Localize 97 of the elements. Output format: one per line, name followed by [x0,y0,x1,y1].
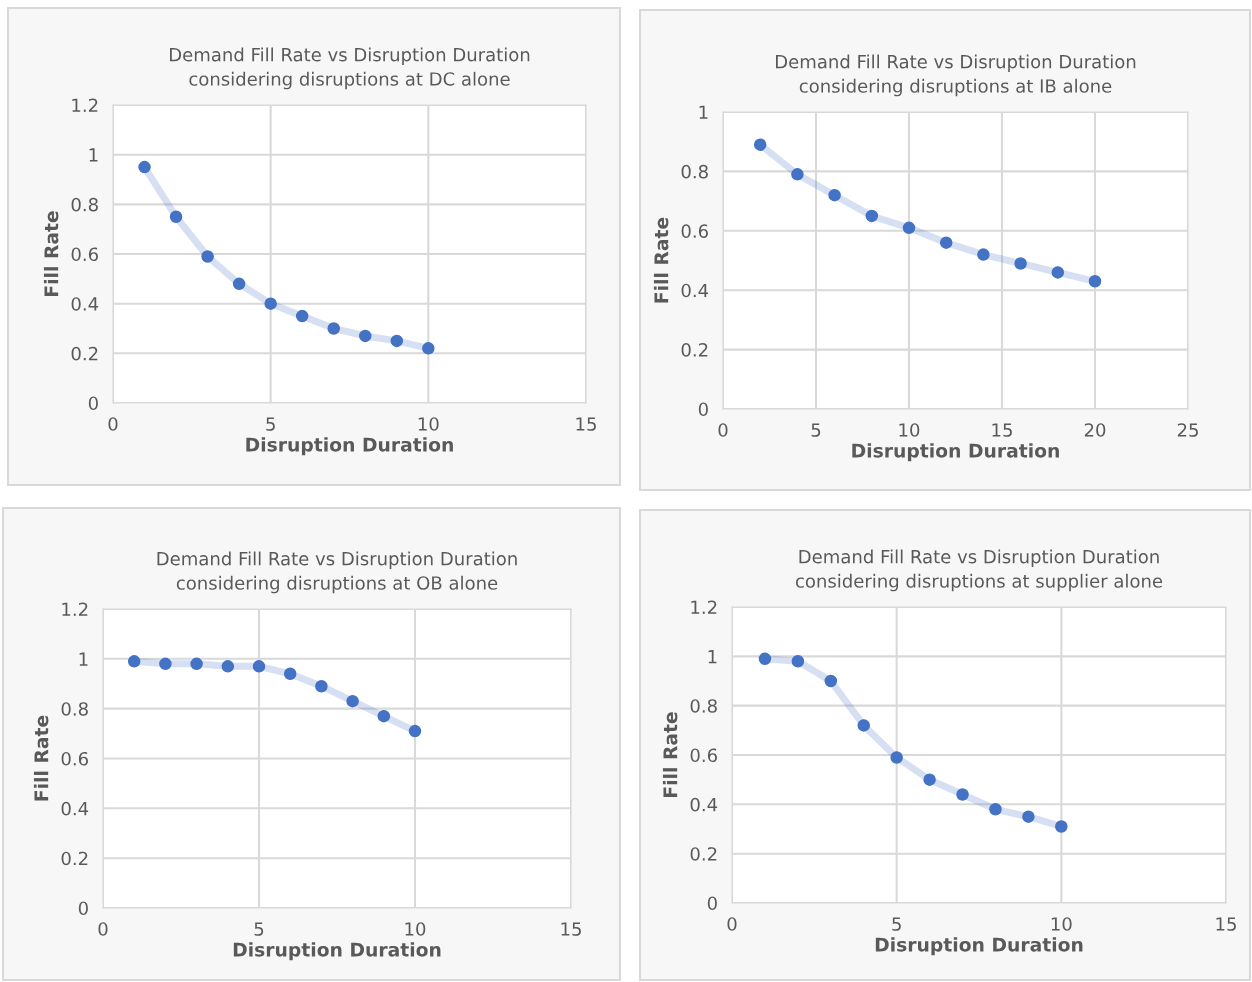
y-tick-label: 0 [707,896,717,911]
x-tick-label: 15 [576,417,596,431]
chart-title: Demand Fill Rate vs Disruption Duration considering disruptions at DC alone [170,47,530,90]
point [264,297,277,310]
x-tick-label: 0 [727,917,737,931]
x-tick-label: 15 [992,423,1012,437]
y-tick-label: 0.6 [690,748,717,763]
x-axis-title: Disruption Duration [246,437,453,456]
y-axis-title: Fill Rate [653,217,669,303]
y-tick-label: 0.6 [61,751,88,766]
y-tick-label: 1.2 [72,98,98,112]
y-tick-label: 0.2 [61,851,88,866]
y-axis-title: Fill Rate [662,712,678,797]
y-tick-label: 0.8 [71,197,98,212]
point [169,210,183,224]
point [346,694,359,708]
y-tick-label: 0.2 [690,847,717,861]
y-tick-label: 1 [708,650,717,664]
y-axis-title: Fill Rate [33,715,49,801]
point [422,342,435,355]
point [824,674,838,688]
y-axis-title: Fill Rate [43,211,59,296]
point [359,329,372,343]
x-tick-label: 20 [1084,423,1106,437]
y-tick-label: 0.4 [61,801,89,816]
point [327,322,340,335]
y-tick-label: 1.2 [691,600,717,614]
x-tick-label: 15 [1216,917,1236,931]
point [408,724,422,738]
x-tick-label: 10 [1051,917,1072,931]
y-tick-label: 0.6 [681,224,708,238]
x-tick-label: 5 [811,423,821,437]
y-tick-label: 1.2 [62,602,88,616]
chart-title: Demand Fill Rate vs Disruption Duration considering disruptions at supplier alone [795,549,1163,592]
point [138,160,151,174]
y-tick-label: 0.4 [681,283,709,298]
y-tick-label: 0.4 [690,797,718,812]
y-tick-label: 0.8 [61,702,88,716]
x-tick-label: 5 [892,917,901,931]
point [1051,266,1065,279]
point [377,709,391,723]
x-tick-label: 15 [561,922,581,936]
point [252,660,266,673]
point [989,803,1002,816]
point [791,655,805,668]
point [1022,810,1035,823]
y-tick-label: 0.8 [681,164,708,179]
point [977,248,990,261]
x-tick-label: 5 [266,417,275,431]
y-tick-label: 1 [699,105,708,119]
point [232,277,246,291]
point [865,209,879,223]
y-tick-label: 0.2 [71,346,98,361]
y-tick-label: 1 [79,652,88,666]
point [159,657,172,671]
x-tick-label: 10 [899,423,920,437]
point [283,667,297,681]
point [828,188,841,202]
point [939,236,953,249]
point [1014,257,1027,270]
y-tick-label: 0.6 [71,247,98,262]
x-tick-label: 25 [1177,423,1198,437]
x-axis-title: Disruption Duration [233,942,441,961]
y-tick-label: 0.8 [690,699,717,713]
x-tick-label: 0 [108,417,118,431]
chart-title: Demand Fill Rate vs Disruption Duration considering disruptions at OB alone [157,551,517,594]
x-tick-label: 10 [405,922,426,936]
x-tick-label: 0 [98,922,108,936]
point [758,652,772,666]
point [791,168,804,181]
point [295,309,309,323]
point [753,138,767,151]
y-tick-label: 0.2 [681,343,708,357]
point [1055,820,1068,833]
y-tick-label: 0 [88,396,98,411]
x-tick-label: 10 [418,417,439,431]
y-tick-label: 0 [78,901,88,916]
y-tick-label: 1 [89,148,98,162]
point [190,657,203,671]
point [315,679,328,693]
x-axis-title: Disruption Duration [852,443,1059,462]
x-tick-label: 0 [718,423,728,437]
point [890,751,903,764]
point [221,660,235,673]
x-axis-title: Disruption Duration [875,937,1083,956]
y-tick-label: 0 [698,402,708,417]
point [956,788,969,801]
point [390,334,404,348]
point [127,655,141,668]
point [923,773,936,786]
point [902,221,916,235]
chart-title: Demand Fill Rate vs Disruption Duration considering disruptions at IB alone [776,54,1136,97]
point [201,250,214,263]
x-tick-label: 5 [254,922,264,936]
point [1088,275,1102,288]
point [857,719,870,732]
y-tick-label: 0.4 [71,297,99,311]
